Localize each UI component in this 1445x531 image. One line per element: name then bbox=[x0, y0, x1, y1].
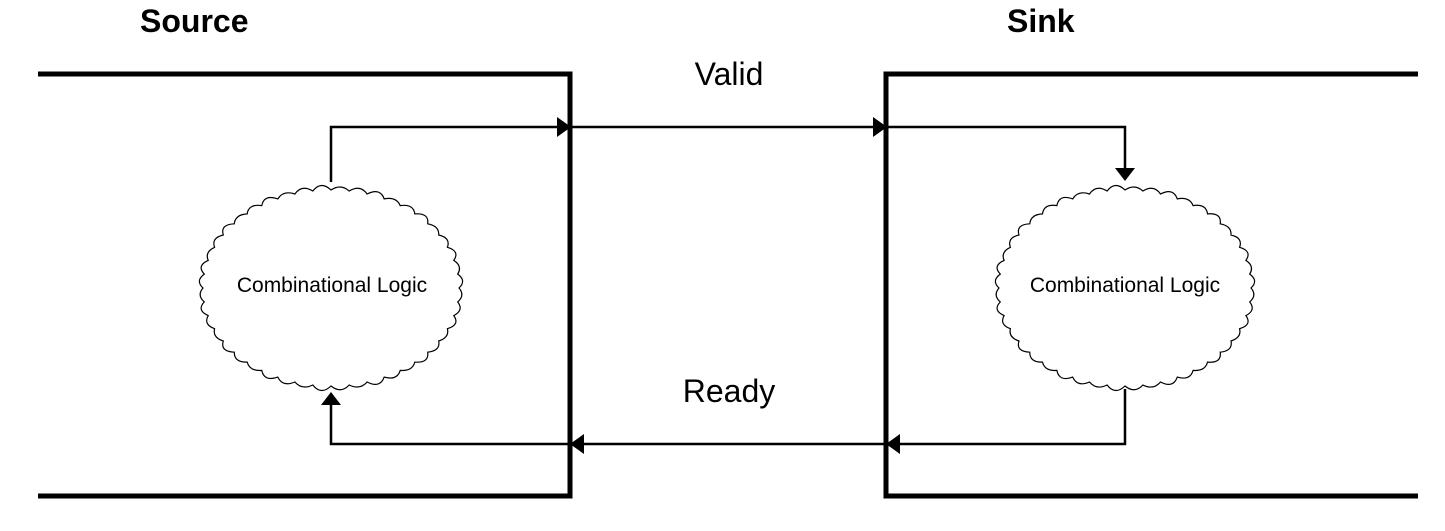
valid-label: Valid bbox=[695, 56, 764, 92]
source-title: Source bbox=[140, 3, 248, 39]
ready-arrow-source-boundary bbox=[570, 434, 584, 454]
sink-block-boundary bbox=[883, 71, 1418, 499]
source-block-boundary bbox=[38, 71, 573, 499]
ready-arrow-source-logic bbox=[321, 392, 341, 405]
ready-wire bbox=[329, 389, 1127, 446]
ready-arrow-sink-boundary bbox=[886, 434, 900, 454]
valid-arrow-sink-boundary bbox=[873, 117, 887, 137]
sink-logic-label: Combinational Logic bbox=[1030, 274, 1220, 297]
sink-logic-cloud bbox=[994, 184, 1256, 392]
valid-arrow-sink-logic bbox=[1115, 168, 1135, 181]
valid-wire bbox=[329, 125, 1127, 182]
valid-arrow-source-boundary bbox=[557, 117, 571, 137]
ready-label: Ready bbox=[683, 373, 776, 409]
source-logic-cloud bbox=[198, 184, 464, 392]
source-logic-label: Combinational Logic bbox=[237, 274, 427, 297]
sink-title: Sink bbox=[1007, 3, 1075, 39]
